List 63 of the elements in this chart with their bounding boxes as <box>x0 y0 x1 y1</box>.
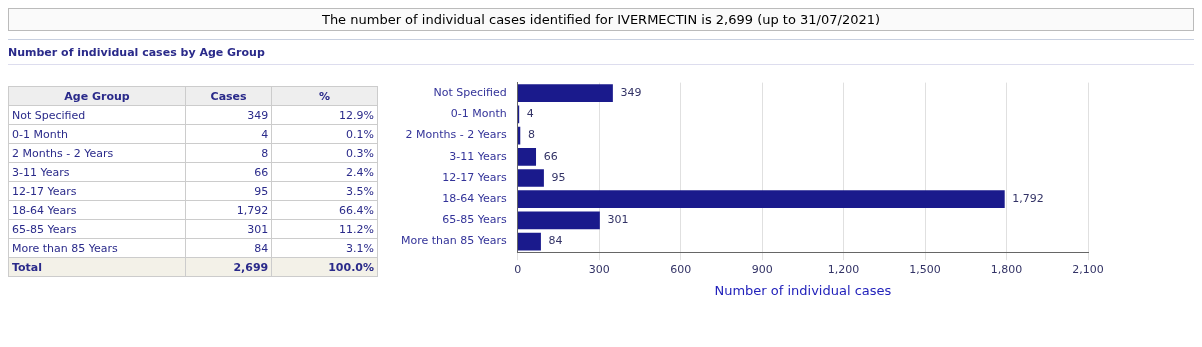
category-label: Total <box>8 257 186 277</box>
data-label: 11.2% <box>271 219 378 239</box>
x-tick-label: 0 <box>514 262 522 276</box>
bar <box>517 211 600 230</box>
data-label: 12.9% <box>271 105 378 125</box>
x-tick-label: 2,100 <box>1072 262 1104 276</box>
data-label: 95 <box>185 181 272 201</box>
category-label: 2 Months - 2 Years <box>8 143 186 163</box>
text: Age Group <box>8 86 186 106</box>
category-label: 18-64 Years <box>8 200 186 220</box>
data-label: 1,792 <box>185 200 272 220</box>
y-tick-label: More than 85 Years <box>400 234 508 248</box>
bar <box>517 147 537 166</box>
y-tick-label: 3-11 Years <box>449 149 508 163</box>
category-label: More than 85 Years <box>8 238 186 258</box>
chart-title: The number of individual cases identified for IVERMECTIN is 2,699 (up to 31/07/2021) <box>8 8 1194 31</box>
category-label: 0-1 Month <box>8 124 186 144</box>
data-label: 66.4% <box>271 200 378 220</box>
category-label: Not Specified <box>8 105 186 125</box>
y-tick-label: 12-17 Years <box>442 170 508 184</box>
text: Number of individual cases by Age Group <box>8 45 266 61</box>
x-tick-label: 1,500 <box>909 262 941 276</box>
x-tick-label: 1,800 <box>990 262 1023 276</box>
data-label: 301 <box>185 219 272 239</box>
x-tick-label: 900 <box>751 262 773 276</box>
category-label: 3-11 Years <box>8 162 186 182</box>
data-label: 84 <box>185 238 272 258</box>
data-label: 1,792 <box>1012 192 1044 206</box>
x-tick-label: 600 <box>670 262 692 276</box>
data-label: 0.1% <box>271 124 378 144</box>
data-label: 66 <box>185 162 272 182</box>
y-tick-label: Not Specified <box>433 86 507 100</box>
data-label: 2,699 <box>185 257 272 277</box>
series-label: % <box>271 86 378 106</box>
data-label: 8 <box>185 143 272 163</box>
data-label: 2.4% <box>271 162 378 182</box>
y-tick-label: 18-64 Years <box>442 192 508 206</box>
data-label: 8 <box>527 128 535 142</box>
data-label: 66 <box>543 149 558 163</box>
x-tick-label: 1,200 <box>827 262 860 276</box>
data-label: 4 <box>185 124 272 144</box>
category-label: 12-17 Years <box>8 181 186 201</box>
x-axis-title: Number of individual cases <box>714 282 892 298</box>
y-tick-label: 0-1 Month <box>450 107 507 121</box>
data-label: 3.5% <box>271 181 378 201</box>
data-label: 4 <box>526 107 534 121</box>
data-label: 84 <box>548 234 563 248</box>
bar <box>517 84 613 103</box>
series-label: Cases <box>185 86 272 106</box>
data-label: 95 <box>551 170 566 184</box>
data-label: 100.0% <box>271 257 378 277</box>
data-label: 349 <box>185 105 272 125</box>
category-label: 65-85 Years <box>8 219 186 239</box>
y-tick-label: 65-85 Years <box>442 213 508 227</box>
data-label: 349 <box>620 86 642 100</box>
y-tick-label: 2 Months - 2 Years <box>405 128 508 142</box>
bar <box>517 190 1005 209</box>
bar <box>517 232 541 251</box>
data-label: 0.3% <box>271 143 378 163</box>
bar <box>517 169 544 187</box>
data-label: 301 <box>607 213 629 227</box>
x-tick-label: 300 <box>588 262 610 276</box>
data-label: 3.1% <box>271 238 378 258</box>
